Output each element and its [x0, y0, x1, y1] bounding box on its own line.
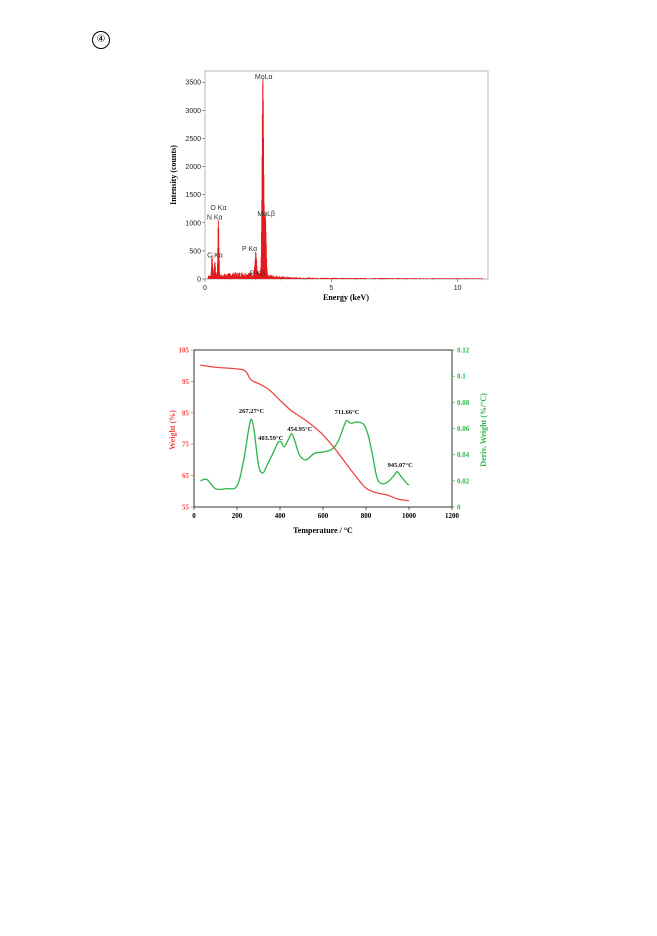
tga-y-tick-label: 55 [182, 504, 190, 512]
eds-spectrum-series [205, 78, 484, 279]
tga-x-tick-label: 800 [361, 512, 372, 520]
tga-y-tick-label: 75 [182, 441, 190, 449]
eds-peak-label: O Kα [210, 205, 226, 212]
eds-peak-label: C Kα [207, 253, 223, 260]
tga-deriv-series [200, 418, 410, 491]
page-marker: ④ [92, 31, 110, 49]
eds-x-tick-label: 0 [203, 285, 207, 292]
eds-peak-label: N Kα [207, 214, 223, 221]
eds-peak-label: P Kα [242, 246, 257, 253]
eds-peak-label: MoLα [255, 74, 273, 81]
tga-peak-annotation: 267.27°C [239, 408, 264, 415]
tga-chart: 0 200 400 600 800 1000 1200 55 65 75 85 95 105 0 0.02 0… [168, 347, 488, 536]
tga-y2-tick-label: 0.1 [457, 373, 466, 381]
tga-y-tick-label: 85 [182, 409, 190, 417]
tga-x-tick-label: 200 [232, 512, 243, 520]
tga-peak-annotation: 945.07°C [388, 462, 413, 469]
tga-x-tick-label: 1200 [445, 512, 460, 520]
eds-y-tick-label: 2000 [185, 164, 201, 171]
tga-peak-annotation: 711.66°C [335, 409, 360, 416]
tga-x-axis-label: Temperature / °C [293, 526, 353, 535]
eds-y-tick-label: 3500 [185, 80, 201, 87]
tga-y2-tick-label: 0.06 [457, 425, 470, 433]
tga-y2-tick-label: 0.02 [457, 477, 470, 485]
eds-y-tick-label: 500 [189, 248, 201, 255]
eds-y-tick-label: 2500 [185, 136, 201, 143]
eds-peak-label: P Kβ [250, 271, 265, 278]
tga-peak-annotation: 403.59°C [258, 435, 283, 442]
tga-y2-tick-label: 0.04 [457, 451, 470, 459]
tga-x-tick-label: 400 [275, 512, 286, 520]
tga-y-tick-label: 95 [182, 378, 190, 386]
tga-x-tick-label: 600 [318, 512, 329, 520]
tga-y2-tick-label: 0 [457, 504, 461, 512]
eds-x-axis-label: Energy (keV) [323, 293, 369, 302]
tga-x-tick-label: 0 [192, 512, 196, 520]
eds-peak-label: MoLβ [257, 211, 275, 218]
tga-x-tick-label: 1000 [402, 512, 417, 520]
tga-plot-frame [193, 349, 453, 508]
eds-x-tick-label: 5 [329, 285, 333, 292]
eds-spectrum-chart: 0 500 1000 1500 2000 2500 3000 3500 0 5 10 MoLα O K… [169, 70, 489, 302]
eds-plot-frame [204, 70, 489, 280]
tga-right-y-axis-label: Deriv. Weight (%/°C) [479, 393, 488, 467]
eds-y-tick-label: 0 [197, 277, 201, 284]
eds-y-tick-label: 1500 [185, 192, 201, 199]
tga-y2-tick-label: 0.12 [457, 347, 470, 355]
tga-y2-tick-label: 0.08 [457, 399, 470, 407]
tga-y-tick-label: 65 [182, 472, 190, 480]
tga-peak-annotation: 454.95°C [287, 426, 312, 433]
eds-y-axis-label: Intensity (counts) [169, 145, 178, 205]
tga-left-y-axis-label: Weight (%) [168, 410, 177, 450]
eds-x-tick-label: 10 [454, 285, 462, 292]
tga-weight-series [200, 364, 410, 502]
eds-y-tick-label: 1000 [185, 220, 201, 227]
tga-y-tick-label: 105 [179, 347, 190, 355]
eds-y-tick-label: 3000 [185, 108, 201, 115]
